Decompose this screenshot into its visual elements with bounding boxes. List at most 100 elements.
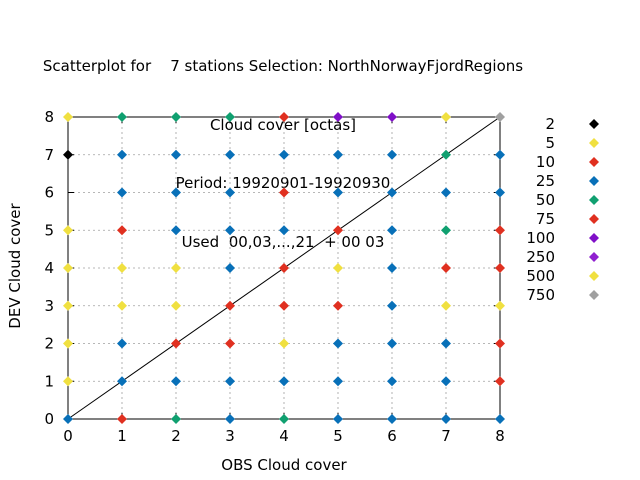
x-tick-label-0: 0: [63, 427, 73, 445]
y-tick-label-5: 5: [44, 221, 54, 239]
x-tick-label-7: 7: [441, 427, 451, 445]
data-point-39: [225, 263, 235, 273]
data-point-46: [117, 225, 127, 236]
data-point-38: [171, 263, 181, 273]
data-point-24: [387, 338, 397, 349]
data-point-30: [225, 300, 235, 311]
title-line-3: Period: 19920901-19920930: [175, 174, 391, 192]
legend-label-250: 250: [526, 248, 555, 266]
x-tick-label-3: 3: [225, 427, 235, 445]
data-point-69: [441, 149, 451, 160]
x-tick-label-8: 8: [495, 427, 505, 445]
data-point-6: [387, 414, 397, 424]
y-axis-ticks: 0 1 2 3 4 5 6 7 8: [44, 108, 500, 428]
data-point-19: [117, 338, 127, 349]
y-tick-label-7: 7: [44, 146, 54, 164]
data-point-43: [441, 263, 451, 273]
y-tick-label-1: 1: [44, 372, 54, 390]
data-point-34: [441, 300, 451, 311]
data-point-72: [117, 112, 127, 122]
data-point-62: [63, 149, 73, 160]
data-point-76: [333, 112, 343, 122]
data-point-56: [225, 187, 235, 198]
data-point-44: [495, 263, 505, 273]
data-point-4: [279, 414, 289, 424]
data-point-57: [279, 187, 289, 198]
data-points: [63, 112, 505, 424]
data-point-65: [225, 149, 235, 160]
data-point-58: [333, 187, 343, 198]
data-point-21: [225, 338, 235, 349]
data-point-73: [171, 112, 181, 122]
data-point-68: [387, 149, 397, 160]
data-point-28: [117, 300, 127, 311]
data-point-22: [279, 338, 289, 349]
data-point-17: [495, 376, 505, 387]
data-point-23: [333, 338, 343, 349]
data-point-51: [387, 225, 397, 236]
data-point-16: [441, 376, 451, 387]
data-point-40: [279, 263, 289, 273]
data-point-35: [495, 300, 505, 311]
data-point-66: [279, 149, 289, 160]
data-point-9: [63, 376, 73, 387]
legend-label-75: 75: [536, 210, 555, 228]
data-point-67: [333, 149, 343, 160]
data-point-7: [441, 414, 451, 424]
data-point-48: [225, 225, 235, 236]
data-point-77: [387, 112, 397, 122]
y-tick-label-0: 0: [44, 410, 54, 428]
data-point-36: [63, 263, 73, 273]
data-point-55: [171, 187, 181, 198]
data-point-8: [495, 414, 505, 424]
legend-label-5: 5: [545, 134, 555, 152]
data-point-63: [117, 149, 127, 160]
data-point-52: [441, 225, 451, 236]
data-point-29: [171, 300, 181, 311]
data-point-26: [495, 338, 505, 349]
data-point-79: [495, 112, 505, 122]
legend-marker-25: [589, 176, 599, 186]
data-point-60: [441, 187, 451, 198]
title-line-4: Used 00,03,...,21 + 00 03: [181, 232, 385, 251]
data-point-70: [495, 149, 505, 160]
data-point-74: [225, 112, 235, 122]
data-point-27: [63, 300, 73, 311]
legend-label-25: 25: [536, 172, 555, 190]
data-point-37: [117, 263, 127, 273]
data-point-18: [63, 338, 73, 349]
data-point-1: [117, 414, 127, 424]
y-tick-label-8: 8: [44, 108, 54, 126]
data-point-10: [117, 376, 127, 387]
data-point-2: [171, 414, 181, 424]
data-point-12: [225, 376, 235, 387]
y-tick-label-6: 6: [44, 184, 54, 202]
data-point-61: [495, 187, 505, 198]
data-point-54: [117, 187, 127, 198]
legend-label-10: 10: [536, 153, 555, 171]
y-tick-label-2: 2: [44, 335, 54, 353]
legend-marker-250: [589, 252, 599, 262]
data-point-31: [279, 300, 289, 311]
x-tick-label-2: 2: [171, 427, 181, 445]
data-point-71: [63, 112, 73, 122]
legend-marker-10: [589, 157, 599, 167]
data-point-59: [387, 187, 397, 198]
y-axis-label: DEV Cloud cover: [6, 202, 24, 328]
data-point-15: [387, 376, 397, 387]
x-axis-ticks: 0 1 2 3 4 5 6 7 8: [63, 117, 505, 445]
data-point-78: [441, 112, 451, 122]
data-point-14: [333, 376, 343, 387]
data-point-49: [279, 225, 289, 236]
data-point-5: [333, 414, 343, 424]
data-point-53: [495, 225, 505, 236]
data-point-75: [279, 112, 289, 122]
y-tick-label-4: 4: [44, 259, 54, 277]
data-point-20: [171, 338, 181, 349]
legend-label-50: 50: [536, 191, 555, 209]
data-point-32: [333, 300, 343, 311]
legend-marker-2: [589, 119, 599, 129]
legend-marker-75: [589, 214, 599, 224]
